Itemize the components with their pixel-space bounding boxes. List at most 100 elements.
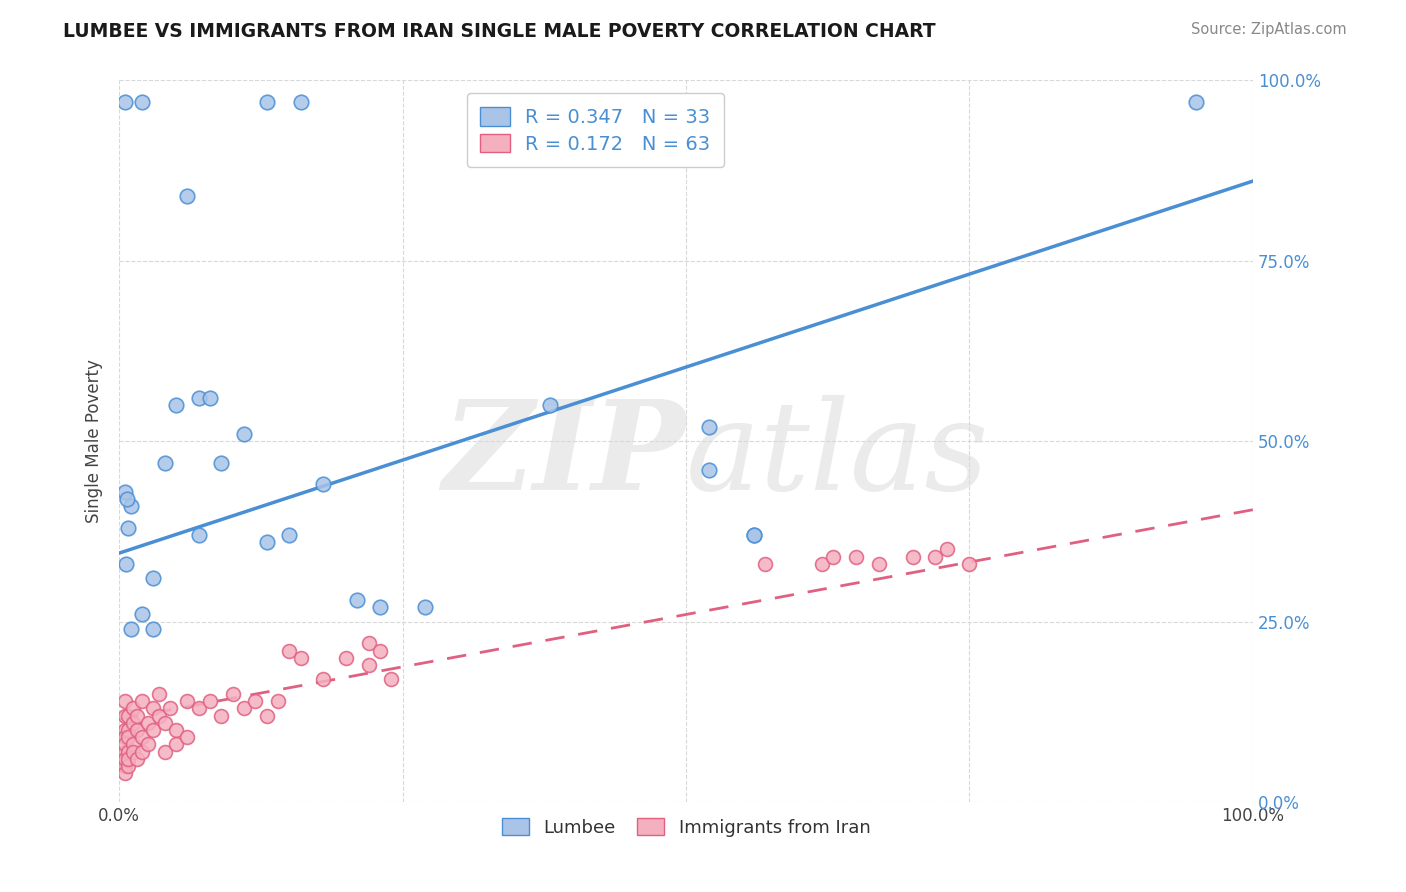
Point bbox=[868, 557, 890, 571]
Point bbox=[233, 701, 256, 715]
Point bbox=[114, 752, 136, 766]
Point bbox=[117, 731, 139, 745]
Point bbox=[153, 715, 176, 730]
Point bbox=[415, 600, 437, 615]
Point bbox=[122, 715, 145, 730]
Point bbox=[117, 708, 139, 723]
Point bbox=[165, 398, 187, 412]
Point bbox=[117, 723, 139, 737]
Point bbox=[901, 549, 924, 564]
Point bbox=[742, 528, 765, 542]
Point bbox=[127, 708, 149, 723]
Point bbox=[346, 593, 368, 607]
Legend: Lumbee, Immigrants from Iran: Lumbee, Immigrants from Iran bbox=[495, 811, 877, 844]
Text: LUMBEE VS IMMIGRANTS FROM IRAN SINGLE MALE POVERTY CORRELATION CHART: LUMBEE VS IMMIGRANTS FROM IRAN SINGLE MA… bbox=[63, 22, 936, 41]
Point bbox=[114, 745, 136, 759]
Point bbox=[256, 535, 278, 549]
Point bbox=[127, 752, 149, 766]
Point bbox=[538, 398, 561, 412]
Point bbox=[122, 745, 145, 759]
Point bbox=[176, 694, 198, 708]
Point bbox=[117, 752, 139, 766]
Point bbox=[148, 687, 170, 701]
Point bbox=[754, 557, 776, 571]
Point bbox=[114, 759, 136, 773]
Point bbox=[811, 557, 834, 571]
Point bbox=[278, 643, 301, 657]
Point bbox=[114, 95, 136, 109]
Point bbox=[335, 650, 357, 665]
Point bbox=[148, 708, 170, 723]
Text: atlas: atlas bbox=[686, 395, 990, 516]
Point bbox=[278, 528, 301, 542]
Point bbox=[142, 723, 165, 737]
Point bbox=[187, 701, 209, 715]
Point bbox=[312, 673, 335, 687]
Point bbox=[115, 557, 138, 571]
Point bbox=[245, 694, 267, 708]
Point bbox=[117, 521, 139, 535]
Point bbox=[267, 694, 290, 708]
Point bbox=[742, 528, 765, 542]
Point bbox=[187, 528, 209, 542]
Point bbox=[114, 708, 136, 723]
Point bbox=[256, 95, 278, 109]
Point bbox=[127, 723, 149, 737]
Point bbox=[368, 600, 391, 615]
Point bbox=[256, 708, 278, 723]
Point bbox=[153, 456, 176, 470]
Point bbox=[935, 542, 957, 557]
Point bbox=[131, 745, 153, 759]
Point bbox=[697, 419, 720, 434]
Point bbox=[1185, 95, 1208, 109]
Point bbox=[198, 694, 221, 708]
Point bbox=[233, 426, 256, 441]
Point bbox=[131, 607, 153, 622]
Point bbox=[697, 463, 720, 477]
Point bbox=[159, 701, 181, 715]
Point bbox=[115, 491, 138, 506]
Point bbox=[122, 738, 145, 752]
Point bbox=[187, 391, 209, 405]
Point bbox=[176, 731, 198, 745]
Y-axis label: Single Male Poverty: Single Male Poverty bbox=[86, 359, 103, 523]
Point bbox=[209, 708, 232, 723]
Point bbox=[122, 701, 145, 715]
Point bbox=[312, 477, 335, 491]
Point bbox=[136, 738, 159, 752]
Point bbox=[959, 557, 981, 571]
Point bbox=[153, 745, 176, 759]
Point bbox=[114, 731, 136, 745]
Point bbox=[131, 731, 153, 745]
Point bbox=[209, 456, 232, 470]
Point bbox=[924, 549, 946, 564]
Point bbox=[290, 650, 312, 665]
Point bbox=[380, 673, 402, 687]
Point bbox=[165, 738, 187, 752]
Point bbox=[823, 549, 845, 564]
Point bbox=[165, 723, 187, 737]
Point bbox=[114, 738, 136, 752]
Point bbox=[136, 715, 159, 730]
Text: Source: ZipAtlas.com: Source: ZipAtlas.com bbox=[1191, 22, 1347, 37]
Point bbox=[114, 694, 136, 708]
Point bbox=[131, 95, 153, 109]
Point bbox=[114, 766, 136, 780]
Point bbox=[357, 658, 380, 673]
Point bbox=[120, 499, 142, 513]
Point bbox=[198, 391, 221, 405]
Point bbox=[142, 622, 165, 636]
Point bbox=[117, 759, 139, 773]
Point bbox=[176, 188, 198, 202]
Point bbox=[357, 636, 380, 650]
Point bbox=[845, 549, 868, 564]
Point bbox=[142, 571, 165, 585]
Point bbox=[117, 745, 139, 759]
Point bbox=[131, 694, 153, 708]
Point bbox=[221, 687, 243, 701]
Point bbox=[368, 643, 391, 657]
Point bbox=[120, 622, 142, 636]
Point bbox=[114, 723, 136, 737]
Point bbox=[114, 484, 136, 499]
Point bbox=[142, 701, 165, 715]
